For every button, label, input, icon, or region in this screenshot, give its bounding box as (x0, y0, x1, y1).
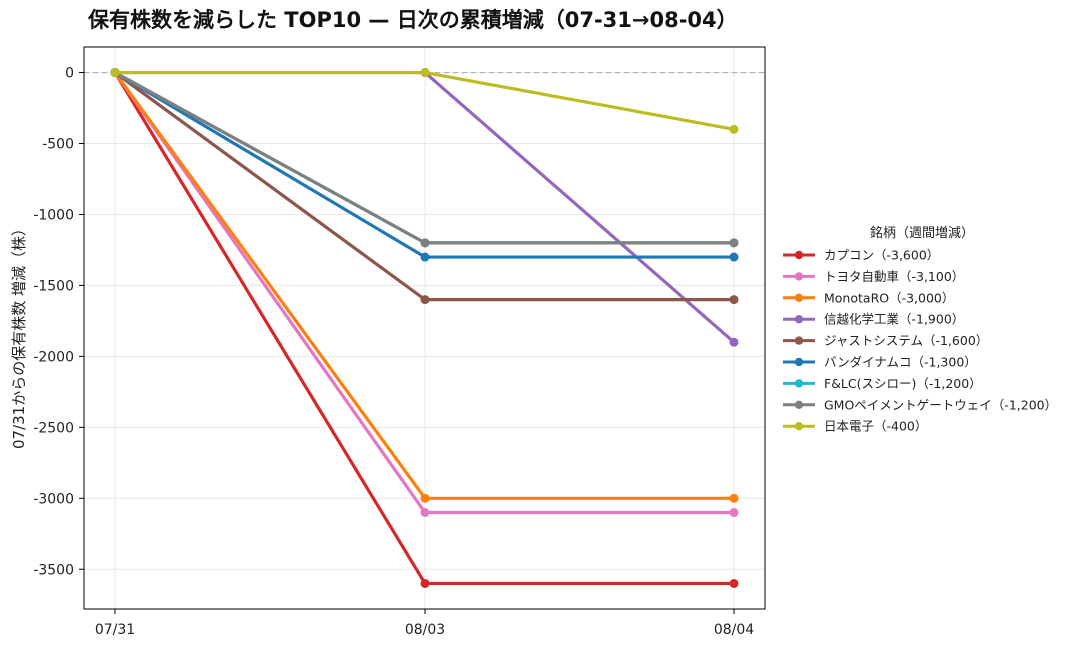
legend-label: 日本電子（-400） (824, 419, 927, 434)
y-tick-label: 0 (65, 66, 74, 82)
legend-swatch-marker (794, 400, 804, 409)
legend-item: バンダイナムコ（-1,300） (783, 355, 977, 370)
data-point (729, 252, 739, 262)
chart-title: 保有株数を減らした TOP10 — 日次の累積増減（07-31→08-04） (87, 8, 738, 32)
legend-label: F&LC(スシロー)（-1,200） (824, 376, 982, 391)
y-tick-label: -3500 (33, 562, 74, 578)
legend-label: 信越化学工業（-1,900） (824, 312, 964, 327)
legend-swatch-marker (794, 357, 804, 367)
legend-label: トヨタ自動車（-3,100） (824, 269, 964, 284)
legend-item: MonotaRO（-3,000） (783, 290, 954, 305)
legend-swatch-marker (794, 315, 804, 324)
legend-swatch-marker (794, 293, 804, 302)
legend-label: バンダイナムコ（-1,300） (824, 355, 977, 370)
y-tick-label: -2000 (33, 349, 74, 365)
y-tick-label: -1000 (33, 207, 74, 223)
y-tick-label: -1500 (33, 278, 74, 294)
x-tick-label: 08/03 (405, 622, 445, 638)
data-point (729, 578, 739, 588)
y-tick-label: -3000 (33, 491, 74, 507)
y-tick-label: -2500 (33, 420, 74, 436)
series-8 (110, 68, 739, 134)
legend-swatch-marker (794, 250, 804, 260)
data-point (420, 295, 430, 305)
legend-item: トヨタ自動車（-3,100） (783, 269, 964, 284)
legend-label: GMOペイメントゲートウェイ（-1,200） (824, 397, 1057, 412)
data-point (420, 238, 430, 248)
data-point (729, 238, 739, 248)
legend-swatch-marker (794, 272, 804, 281)
data-point (729, 295, 739, 305)
data-point (420, 68, 430, 78)
x-axis: 07/31 08/03 08/04 (95, 609, 754, 638)
legend-item: ジャストシステム（-1,600） (783, 333, 988, 348)
data-point (729, 124, 739, 134)
y-axis-label: 07/31からの保有株数 増減（株） (10, 221, 28, 449)
data-point (729, 337, 739, 347)
legend-swatch-marker (794, 422, 804, 431)
legend-swatch-marker (794, 336, 804, 345)
data-point (420, 493, 430, 503)
data-point (420, 578, 430, 588)
legend-swatch-marker (794, 379, 804, 388)
x-tick-label: 08/04 (714, 622, 754, 638)
data-point (420, 252, 430, 262)
data-point (729, 493, 739, 503)
legend-title: 銘柄（週間増減） (870, 225, 974, 241)
x-tick-label: 07/31 (95, 622, 135, 638)
data-point (110, 68, 120, 78)
legend-label: MonotaRO（-3,000） (824, 290, 954, 305)
y-axis: 0 -500 -1000 -1500 -2000 -2500 -3000 -3500 (33, 66, 84, 578)
series-layer (110, 68, 739, 588)
legend: 銘柄（週間増減） カプコン（-3,600） トヨタ自動車（-3,100） Monot… (783, 225, 1057, 434)
legend-label: ジャストシステム（-1,600） (824, 333, 988, 348)
y-tick-label: -500 (42, 137, 74, 153)
data-point (729, 507, 739, 517)
legend-item: 日本電子（-400） (783, 419, 927, 434)
legend-item: F&LC(スシロー)（-1,200） (783, 376, 982, 391)
legend-label: カプコン（-3,600） (824, 248, 939, 263)
legend-item: 信越化学工業（-1,900） (783, 312, 964, 327)
data-point (420, 507, 430, 517)
legend-item: カプコン（-3,600） (783, 248, 939, 263)
legend-item: GMOペイメントゲートウェイ（-1,200） (783, 397, 1057, 412)
